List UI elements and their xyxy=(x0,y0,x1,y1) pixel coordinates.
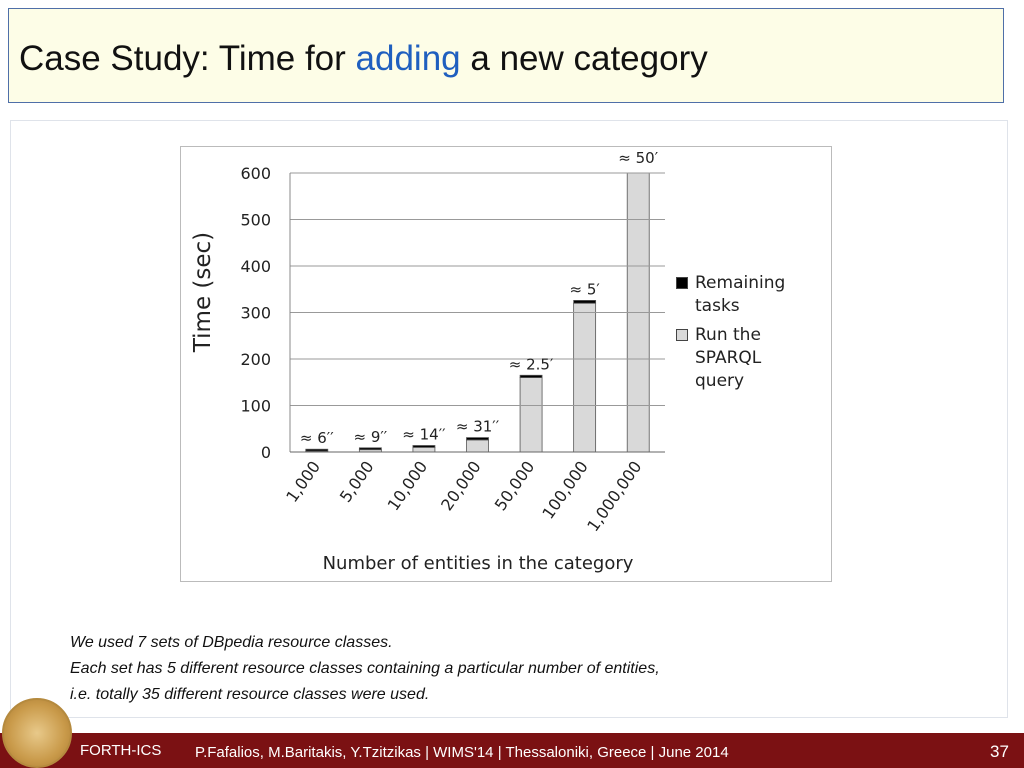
content-panel xyxy=(10,120,1008,718)
note: i.e. totally 35 different resource class… xyxy=(70,686,430,703)
legend-swatch xyxy=(676,329,688,341)
annotation: ≈ 2.5′ xyxy=(509,355,554,373)
y-axis-label: Time (sec) xyxy=(190,232,216,353)
x-tick-label: 100,000 xyxy=(538,457,592,522)
y-tick-label: 500 xyxy=(240,211,271,230)
page-number: 37 xyxy=(990,742,1009,761)
note: Each set has 5 different resource classe… xyxy=(70,660,660,677)
title-part: Case Study: Time for xyxy=(19,39,346,78)
legend-item: Remaining tasks xyxy=(674,272,814,318)
logo-seal xyxy=(2,698,72,768)
x-tick-label: 5,000 xyxy=(336,457,378,505)
x-tick-label: 1,000,000 xyxy=(583,457,645,535)
notes: We used 7 sets of DBpedia resource class… xyxy=(70,630,660,708)
bar-segment xyxy=(519,374,543,378)
bar-segment xyxy=(626,173,650,453)
bar-segment xyxy=(305,448,329,452)
annotation: ≈ 6′′ xyxy=(300,429,334,447)
bars xyxy=(305,173,650,453)
x-axis-label: Number of entities in the category xyxy=(323,553,634,574)
y-tick-label: 400 xyxy=(240,257,271,276)
legend-label: Run the SPARQL query xyxy=(695,325,762,391)
legend-swatch xyxy=(676,277,688,289)
legend-label: Remaining tasks xyxy=(695,273,786,316)
y-tick-label: 0 xyxy=(261,443,271,462)
title-box: Case Study: Time for adding a new catego… xyxy=(8,8,1004,103)
annotation: ≈ 14′′ xyxy=(402,425,446,443)
annotation: ≈ 31′′ xyxy=(456,418,500,436)
y-tick-label: 200 xyxy=(240,350,271,369)
slide-title: Case Study: Time for adding a new catego… xyxy=(19,39,708,79)
bar-segment xyxy=(412,445,436,448)
note: We used 7 sets of DBpedia resource class… xyxy=(70,634,393,651)
annotation: ≈ 5′ xyxy=(569,280,600,298)
footer-org: FORTH-ICS xyxy=(80,742,162,759)
y-tick-label: 600 xyxy=(240,164,271,183)
bar-segment xyxy=(358,447,382,451)
x-tick-label: 10,000 xyxy=(384,457,432,514)
footer-credits: P.Fafalios, M.Baritakis, Y.Tzitzikas | W… xyxy=(195,744,729,761)
legend-item: Run the SPARQL query xyxy=(674,324,814,393)
y-tick-label: 300 xyxy=(240,304,271,323)
bar-segment xyxy=(466,437,489,441)
bar-segment xyxy=(412,446,436,453)
x-tick-label: 50,000 xyxy=(491,457,539,514)
bar-segment xyxy=(573,302,597,453)
bar-segment xyxy=(573,300,597,304)
y-tick-label: 100 xyxy=(240,397,271,416)
annotation: ≈ 50′ xyxy=(618,149,658,167)
x-tick-label: 1,000 xyxy=(282,457,324,505)
chart-frame xyxy=(180,146,832,582)
x-tick-label: 20,000 xyxy=(437,457,485,514)
title-part: a new category xyxy=(470,39,708,78)
annotation: ≈ 9′′ xyxy=(354,428,388,446)
bar-segment xyxy=(519,377,543,453)
legend: Remaining tasks Run the SPARQL query xyxy=(674,272,814,399)
title-highlight: adding xyxy=(355,39,461,78)
footer: FORTH-ICS P.Fafalios, M.Baritakis, Y.Tzi… xyxy=(0,733,1024,768)
bar-segment xyxy=(466,439,489,453)
